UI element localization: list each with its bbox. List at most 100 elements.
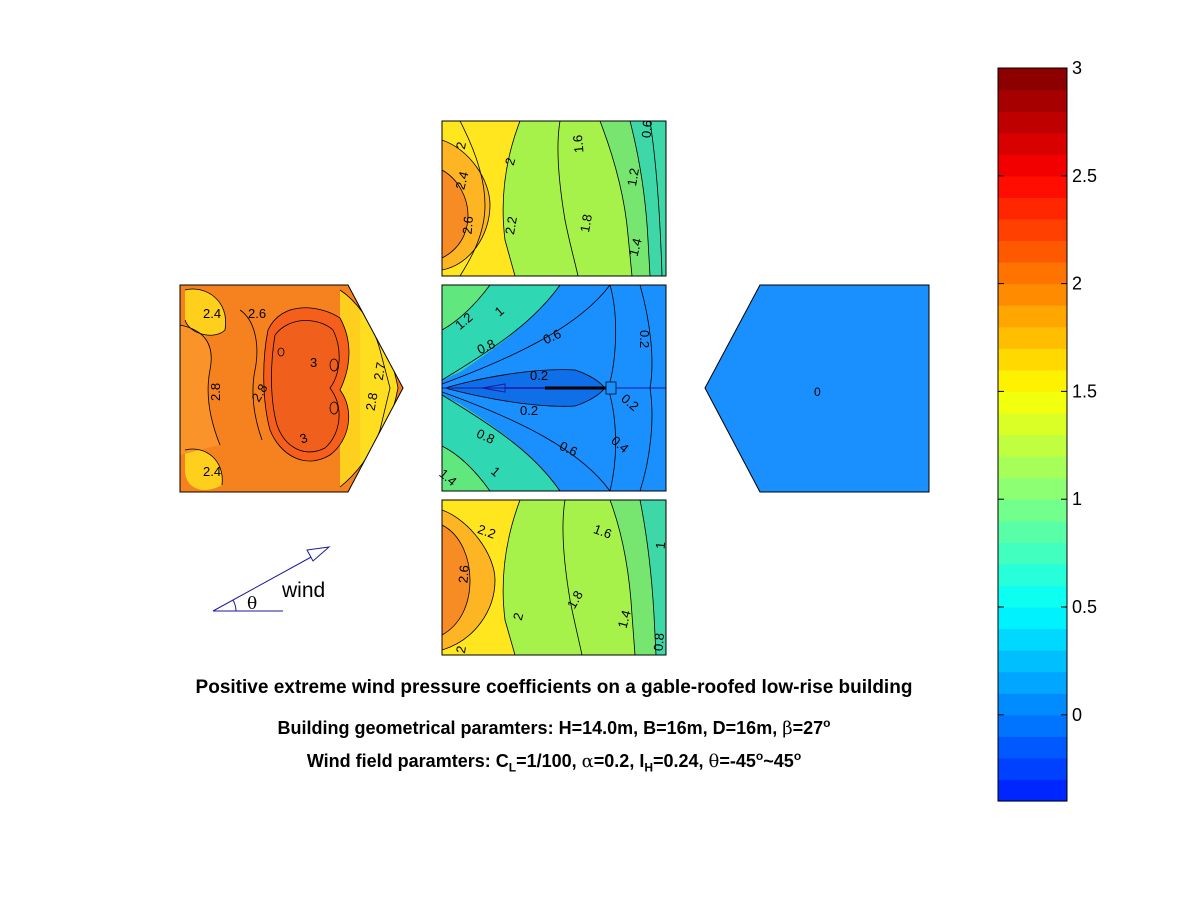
colorbar-band <box>998 477 1067 500</box>
colorbar-bands <box>998 68 1067 802</box>
colorbar-band <box>998 369 1067 392</box>
geometry-text: Building geometrical paramters: H=14.0m,… <box>277 718 783 738</box>
theta-symbol: θ <box>247 594 257 614</box>
colorbar-band <box>998 499 1067 522</box>
contour-label: 3 <box>298 430 310 447</box>
contour-label: 2.8 <box>208 383 223 401</box>
ih-value: =0.24, <box>653 751 709 771</box>
wind-text: Wind field paramters: C <box>306 751 509 771</box>
colorbar-band <box>998 197 1067 220</box>
ih-sub: H <box>644 760 653 775</box>
theta-value: =-45 <box>719 751 756 771</box>
alpha-symbol: α <box>581 751 594 772</box>
face-right-gable <box>704 284 930 493</box>
contour-label: 2.4 <box>203 464 221 479</box>
beta-symbol: β <box>782 718 793 739</box>
contour-label: 2.6 <box>455 564 472 583</box>
colorbar-band <box>998 542 1067 565</box>
chart-title: Positive extreme wind pressure coefficie… <box>195 677 913 698</box>
colorbar-ticks: 3 2.5 2 1.5 1 0.5 0 <box>998 58 1097 725</box>
colorbar-band <box>998 412 1067 436</box>
contour-label: 1 <box>653 541 669 550</box>
contour-label: 0.6 <box>541 326 564 347</box>
colorbar-band <box>998 434 1067 457</box>
contour-label: 2.2 <box>476 521 498 541</box>
alpha-value: =0.2, I <box>593 751 645 771</box>
colorbar-band <box>998 520 1067 543</box>
colorbar-band <box>998 218 1067 242</box>
colorbar-band <box>998 175 1067 198</box>
colorbar-band <box>998 68 1067 91</box>
contour-label: 2 <box>453 645 469 655</box>
colorbar-band <box>998 671 1067 694</box>
contour-label: 2 <box>510 611 526 622</box>
colorbar-band <box>998 714 1067 737</box>
colorbar-band <box>998 111 1067 134</box>
colorbar-tick-label: 3 <box>1072 58 1082 78</box>
wind-label: wind <box>281 579 325 602</box>
wind-arrow-shaft <box>212 549 325 612</box>
colorbar-tick-label: 2.5 <box>1072 166 1097 186</box>
face-upper-wall <box>441 120 667 277</box>
contour-label: 2.6 <box>459 216 476 235</box>
face-left-gable <box>179 284 404 493</box>
contour-label: 1.8 <box>577 213 595 233</box>
face-roof <box>441 284 667 492</box>
colorbar-band <box>998 779 1067 802</box>
contour-label: 0.6 <box>639 119 656 138</box>
contour-label: 0.2 <box>520 403 538 418</box>
colorbar-band <box>998 348 1067 371</box>
cl-value: =1/100, <box>516 751 582 771</box>
colorbar-tick-label: 1.5 <box>1072 381 1097 401</box>
contour-label: 0.6 <box>557 438 580 459</box>
colorbar-band <box>998 693 1067 716</box>
theta-arc <box>232 599 237 612</box>
contour-label: 2.2 <box>502 215 520 235</box>
colorbar-band <box>998 391 1067 414</box>
beta-value: =27 <box>792 718 824 738</box>
colorbar-band <box>998 132 1067 155</box>
colorbar-band <box>998 736 1067 759</box>
contour-label: 1.2 <box>624 167 642 187</box>
colorbar-band <box>998 563 1067 587</box>
colorbar-band <box>998 456 1067 479</box>
colorbar-band <box>998 585 1067 608</box>
contour-label: 1.4 <box>615 609 634 630</box>
contour-label: 2 <box>453 141 469 151</box>
colorbar-band <box>998 262 1067 285</box>
contour-label: 2.8 <box>363 391 381 411</box>
colorbar-band <box>998 89 1067 112</box>
face-lower-wall <box>441 499 667 656</box>
colorbar-band <box>998 154 1067 177</box>
contour-label: 0.2 <box>637 330 652 348</box>
colorbar-tick-label: 0 <box>1072 705 1082 725</box>
degree-sup: o <box>823 716 831 730</box>
colorbar-band <box>998 606 1067 630</box>
wind-arrow-head <box>306 546 331 562</box>
contour-label: 0 <box>814 385 821 399</box>
contour-label: 1.6 <box>592 521 614 541</box>
colorbar-band <box>998 757 1067 781</box>
cl-sub: L <box>508 760 517 775</box>
contour-label: 0.8 <box>474 426 497 447</box>
colorbar: 3 2.5 2 1.5 1 0.5 0 <box>997 58 1097 802</box>
contour-label: 2.6 <box>248 306 266 321</box>
contour-label: 1.4 <box>626 237 645 258</box>
colorbar-band <box>998 283 1067 306</box>
colorbar-tick-label: 1 <box>1072 489 1082 509</box>
contour-label: 2.4 <box>452 170 471 191</box>
contour-label: 0.2 <box>530 368 548 383</box>
contour-label: 2 <box>502 156 518 167</box>
colorbar-tick-label: 0.5 <box>1072 597 1097 617</box>
colorbar-band <box>998 305 1067 328</box>
colorbar-tick-label: 2 <box>1072 274 1082 294</box>
colorbar-band <box>998 326 1067 349</box>
wind-indicator: θ wind <box>212 546 331 614</box>
contour-label: 2.4 <box>203 306 221 321</box>
contour-label: 2.7 <box>371 361 389 381</box>
chart-subtitle-wind: Wind field paramters: CL=1/100, α=0.2, I… <box>0 749 1108 775</box>
colorbar-band <box>998 650 1067 673</box>
contour-label: 0.8 <box>475 336 498 357</box>
contour-label: 1.6 <box>570 134 587 153</box>
